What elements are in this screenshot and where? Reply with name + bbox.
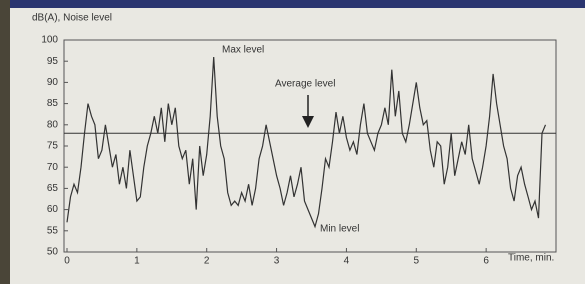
max-annotation: Max level <box>222 45 264 56</box>
top-band <box>0 0 585 8</box>
y-tick-label: 100 <box>41 35 58 46</box>
chart: dB(A), Noise level Time, min. Max level … <box>0 0 585 284</box>
x-tick-label: 0 <box>64 256 70 267</box>
y-tick-label: 85 <box>47 98 59 109</box>
y-tick-label: 70 <box>47 162 59 173</box>
x-tick-label: 4 <box>344 256 350 267</box>
x-tick-label: 6 <box>483 256 489 267</box>
y-axis-title: dB(A), Noise level <box>32 13 112 24</box>
x-tick-label: 3 <box>274 256 280 267</box>
y-tick-label: 90 <box>47 77 59 88</box>
y-tick-label: 75 <box>47 141 59 152</box>
y-tick-label: 50 <box>47 247 59 258</box>
y-tick-label: 80 <box>47 119 59 130</box>
y-tick-label: 60 <box>47 204 59 215</box>
y-tick-label: 65 <box>47 183 59 194</box>
left-edge <box>0 0 10 284</box>
x-tick-label: 1 <box>134 256 140 267</box>
x-tick-label: 2 <box>204 256 210 267</box>
x-tick-label: 5 <box>414 256 420 267</box>
average-annotation: Average level <box>275 79 335 90</box>
y-tick-label: 55 <box>47 225 59 236</box>
x-axis-title: Time, min. <box>508 253 554 264</box>
paper <box>0 0 585 284</box>
y-tick-label: 95 <box>47 56 59 67</box>
min-annotation: Min level <box>320 224 359 235</box>
